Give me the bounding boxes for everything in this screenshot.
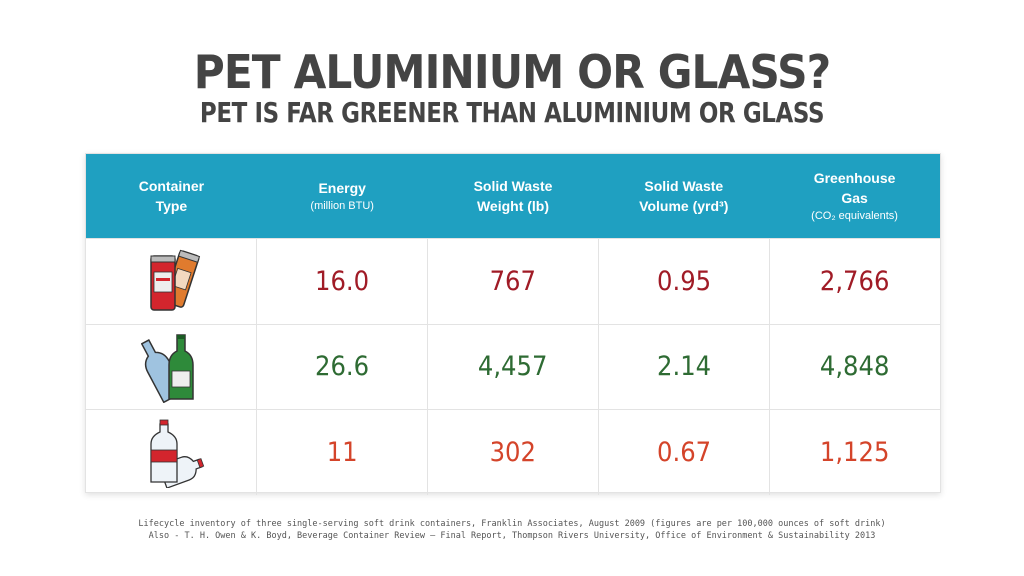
- source-citation: Lifecycle inventory of three single-serv…: [0, 518, 1024, 542]
- page-title: PET ALUMINIUM OR GLASS?: [193, 45, 831, 99]
- solid-waste-volume-value: 0.67: [598, 410, 769, 495]
- pet-bottles-icon: [86, 410, 256, 495]
- comparison-table: Container Type Energy (million BTU) Soli…: [85, 153, 941, 495]
- header-greenhouse-gas: Greenhouse Gas (CO₂ equivalents): [811, 170, 898, 222]
- citation-line-2: Also - T. H. Owen & K. Boyd, Beverage Co…: [148, 531, 876, 541]
- citation-line-1: Lifecycle inventory of three single-serv…: [138, 519, 886, 529]
- header-energy: Energy (million BTU): [310, 180, 374, 212]
- aluminium-cans-icon: [86, 239, 256, 324]
- energy-value: 11: [256, 410, 427, 495]
- solid-waste-volume-value: 0.95: [598, 239, 769, 324]
- header-solid-waste-weight: Solid Waste Weight (lb): [473, 178, 553, 214]
- glass-bottles-icon: [86, 325, 256, 410]
- table-header: Container Type Energy (million BTU) Soli…: [86, 154, 940, 238]
- table-row: 26.6 4,457 2.14 4,848: [86, 323, 940, 410]
- solid-waste-weight-value: 767: [427, 239, 598, 324]
- energy-value: 26.6: [256, 324, 427, 410]
- header-solid-waste-volume: Solid Waste Volume (yrd³): [639, 178, 729, 214]
- table-row: 16.0 767 0.95 2,766: [86, 238, 940, 324]
- page-subtitle: PET IS FAR GREENER THAN ALUMINIUM OR GLA…: [199, 96, 825, 129]
- solid-waste-weight-value: 4,457: [427, 324, 598, 410]
- solid-waste-volume-value: 2.14: [598, 324, 769, 410]
- greenhouse-gas-value: 1,125: [769, 410, 940, 495]
- greenhouse-gas-value: 4,848: [769, 324, 940, 410]
- header-container-type: Container Type: [138, 178, 205, 214]
- solid-waste-weight-value: 302: [427, 410, 598, 495]
- table-row: 11 302 0.67 1,125: [86, 409, 940, 495]
- greenhouse-gas-value: 2,766: [769, 239, 940, 324]
- energy-value: 16.0: [256, 239, 427, 324]
